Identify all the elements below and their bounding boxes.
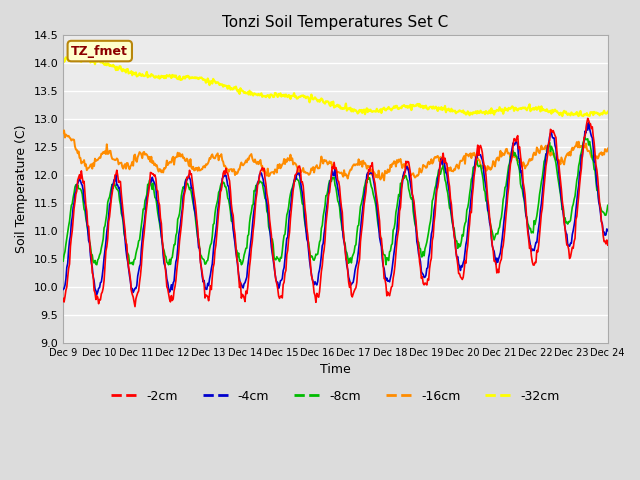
-16cm bbox=[157, 167, 164, 172]
-16cm bbox=[60, 130, 67, 135]
X-axis label: Time: Time bbox=[320, 363, 351, 376]
Y-axis label: Soil Temperature (C): Soil Temperature (C) bbox=[15, 125, 28, 253]
-16cm bbox=[60, 128, 68, 133]
-8cm bbox=[200, 257, 208, 263]
Line: -16cm: -16cm bbox=[63, 131, 608, 180]
Line: -8cm: -8cm bbox=[63, 138, 608, 264]
-32cm bbox=[381, 107, 389, 113]
-4cm bbox=[157, 222, 164, 228]
Line: -4cm: -4cm bbox=[63, 123, 608, 294]
-8cm bbox=[381, 252, 389, 258]
-16cm bbox=[604, 146, 612, 152]
-2cm bbox=[584, 116, 591, 121]
-32cm bbox=[604, 109, 612, 115]
-4cm bbox=[93, 291, 100, 297]
-2cm bbox=[200, 281, 208, 287]
-4cm bbox=[470, 169, 478, 175]
-8cm bbox=[93, 262, 100, 267]
Legend: -2cm, -4cm, -8cm, -16cm, -32cm: -2cm, -4cm, -8cm, -16cm, -32cm bbox=[106, 384, 564, 408]
-16cm bbox=[200, 163, 208, 169]
-32cm bbox=[66, 54, 74, 60]
-16cm bbox=[471, 152, 479, 158]
-4cm bbox=[585, 120, 593, 126]
-8cm bbox=[307, 254, 314, 260]
-32cm bbox=[470, 110, 478, 116]
-16cm bbox=[425, 159, 433, 165]
-2cm bbox=[157, 215, 164, 221]
-32cm bbox=[200, 77, 208, 83]
-32cm bbox=[424, 107, 431, 112]
-4cm bbox=[424, 265, 431, 271]
-2cm bbox=[307, 261, 314, 266]
-8cm bbox=[60, 258, 67, 264]
-4cm bbox=[604, 228, 612, 233]
-4cm bbox=[200, 277, 208, 283]
Line: -2cm: -2cm bbox=[63, 119, 608, 307]
-8cm bbox=[581, 135, 589, 141]
-32cm bbox=[579, 113, 587, 119]
Line: -32cm: -32cm bbox=[63, 57, 608, 116]
-4cm bbox=[381, 273, 389, 278]
-4cm bbox=[307, 265, 314, 271]
-32cm bbox=[157, 75, 164, 81]
-16cm bbox=[307, 169, 314, 175]
-16cm bbox=[380, 178, 388, 183]
-4cm bbox=[60, 287, 67, 292]
-2cm bbox=[604, 242, 612, 248]
-2cm bbox=[470, 173, 478, 179]
Text: TZ_fmet: TZ_fmet bbox=[71, 45, 128, 58]
-16cm bbox=[382, 169, 390, 175]
-32cm bbox=[60, 56, 67, 61]
-2cm bbox=[424, 276, 431, 282]
-8cm bbox=[604, 203, 612, 208]
-2cm bbox=[131, 304, 139, 310]
-8cm bbox=[424, 234, 431, 240]
-2cm bbox=[60, 296, 67, 301]
-8cm bbox=[470, 164, 478, 169]
-8cm bbox=[157, 227, 164, 233]
Title: Tonzi Soil Temperatures Set C: Tonzi Soil Temperatures Set C bbox=[222, 15, 449, 30]
-2cm bbox=[381, 276, 389, 282]
-32cm bbox=[307, 96, 314, 102]
